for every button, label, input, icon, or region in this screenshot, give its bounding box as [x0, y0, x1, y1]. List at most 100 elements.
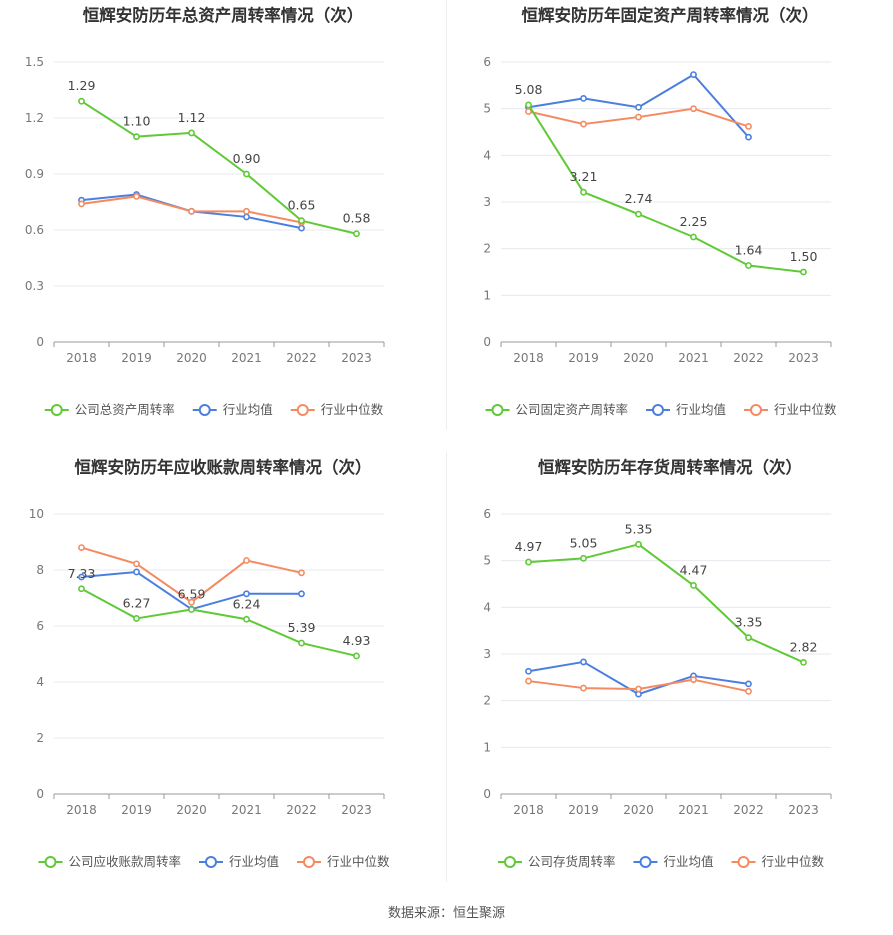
x-tick-label: 2023: [788, 803, 819, 817]
y-tick-label: 6: [36, 619, 44, 633]
x-tick-label: 2022: [733, 351, 764, 365]
legend-label: 行业均值: [223, 402, 273, 417]
y-tick-label: 6: [483, 55, 491, 69]
industry_avg-point: [635, 103, 642, 111]
y-tick-label: 4: [483, 148, 491, 162]
data-source-note: 数据来源：恒生聚源: [387, 906, 505, 921]
company-point: [188, 129, 195, 137]
y-tick-label: 2: [483, 694, 491, 708]
x-tick-label: 2021: [231, 351, 262, 365]
legend-label: 行业均值: [676, 402, 726, 417]
y-tick-label: 4: [36, 675, 44, 689]
x-tick-label: 2020: [176, 351, 207, 365]
data-label: 4.93: [343, 633, 371, 648]
industry_median-point: [745, 123, 752, 130]
data-label: 2.74: [625, 191, 653, 206]
legend-label: 行业中位数: [762, 854, 825, 869]
data-label: 5.05: [570, 535, 598, 550]
industry_avg-point: [580, 658, 587, 666]
industry_median-point: [298, 569, 305, 577]
y-tick-label: 1: [483, 288, 491, 302]
y-tick-label: 0.6: [25, 223, 44, 237]
company-point: [353, 652, 360, 660]
x-tick-label: 2023: [341, 351, 372, 365]
chart-svg: 恒辉安防历年应收账款周转率情况（次） 0 2 4 6 8 10 2018 2019 2020 202…: [29, 457, 390, 869]
legend-item-industry_median: 行业中位数: [290, 402, 384, 417]
x-tick-label: 2018: [513, 803, 544, 817]
industry_median-point: [188, 207, 195, 215]
data-label: 1.10: [123, 114, 151, 129]
y-tick-label: 0: [483, 335, 491, 349]
x-tick-label: 2023: [341, 803, 372, 817]
legend-item-industry_avg: 行业均值: [646, 402, 726, 417]
data-label: 2.82: [790, 639, 818, 654]
industry_avg-point: [298, 590, 305, 598]
industry_avg-point: [580, 95, 587, 102]
company-point: [800, 268, 807, 276]
data-label: 5.08: [515, 82, 543, 97]
x-tick-label: 2022: [286, 803, 317, 817]
x-tick-label: 2021: [231, 803, 262, 817]
chart-svg: 恒辉安防历年总资产周转率情况（次） 0 0.3 0.6 0.9 1.2 1.5 2018 201…: [25, 5, 385, 417]
legend-item-company: 公司应收账款周转率: [38, 854, 181, 869]
data-label: 1.12: [178, 110, 206, 125]
data-label: 1.64: [735, 242, 763, 257]
legend-swatch-marker: [737, 856, 750, 868]
x-tick-label: 2019: [121, 351, 152, 365]
legend-swatch-marker: [491, 404, 504, 416]
industry_avg-point: [525, 667, 532, 675]
x-tick-label: 2019: [121, 803, 152, 817]
industry_median-point: [690, 105, 697, 113]
panel-divider: [446, 452, 447, 882]
y-tick-label: 0: [36, 335, 44, 349]
legend-label: 行业中位数: [774, 402, 837, 417]
legend-item-industry_avg: 行业均值: [633, 854, 714, 869]
industry_median-point: [188, 598, 195, 606]
company-point: [580, 554, 587, 562]
legend-swatch-marker: [50, 404, 63, 416]
company-point: [525, 558, 532, 566]
x-tick-label: 2023: [788, 351, 819, 365]
industry_avg-point: [78, 573, 85, 581]
legend-swatch-marker: [504, 856, 516, 868]
x-tick-label: 2018: [513, 351, 544, 365]
company-point: [298, 639, 305, 647]
legend-swatch-marker: [44, 856, 57, 868]
y-tick-label: 5: [483, 102, 491, 116]
legend-label: 公司总资产周转率: [75, 402, 175, 417]
legend-swatch-marker: [198, 404, 211, 416]
company-point: [78, 585, 85, 593]
industry_median-point: [525, 108, 532, 115]
legend-label: 行业中位数: [327, 854, 390, 869]
chart-title: 恒辉安防历年应收账款周转率情况（次）: [75, 457, 372, 477]
y-tick-label: 6: [483, 507, 491, 521]
legend-swatch-marker: [205, 856, 217, 868]
y-tick-label: 3: [483, 647, 491, 661]
chart-svg: 恒辉安防历年固定资产周转率情况（次） 0 1 2 3 4 5 6 2018 2019 2020 202…: [483, 5, 837, 417]
data-label: 7.33: [68, 566, 96, 581]
x-tick-label: 2020: [623, 351, 654, 365]
industry_median-point: [78, 200, 85, 208]
company-series-line: [81, 587, 357, 657]
industry_avg-point: [745, 133, 752, 141]
inventory-turnover-chart: 恒辉安防历年存货周转率情况（次） 0 1 2 3 4 5 6 2018 2019 2020 2021 2…: [447, 452, 893, 882]
y-tick-label: 0.9: [25, 167, 44, 181]
company-point: [800, 658, 807, 666]
company-point: [580, 188, 587, 196]
data-label: 6.24: [233, 596, 261, 611]
company-point: [243, 170, 250, 178]
chart-title: 恒辉安防历年存货周转率情况（次）: [538, 457, 802, 477]
industry_median-point: [133, 192, 140, 200]
y-tick-label: 1.2: [25, 111, 44, 125]
legend-swatch-marker: [652, 404, 664, 416]
industry_avg-point: [298, 224, 305, 232]
legend-item-company: 公司总资产周转率: [44, 402, 175, 417]
company-point: [745, 634, 752, 642]
y-tick-label: 10: [29, 507, 44, 521]
company-point: [78, 97, 85, 105]
x-tick-label: 2022: [286, 351, 317, 365]
data-label: 5.35: [625, 521, 653, 536]
y-tick-label: 2: [483, 242, 491, 256]
data-label: 3.21: [570, 169, 598, 184]
company-point: [243, 615, 250, 623]
